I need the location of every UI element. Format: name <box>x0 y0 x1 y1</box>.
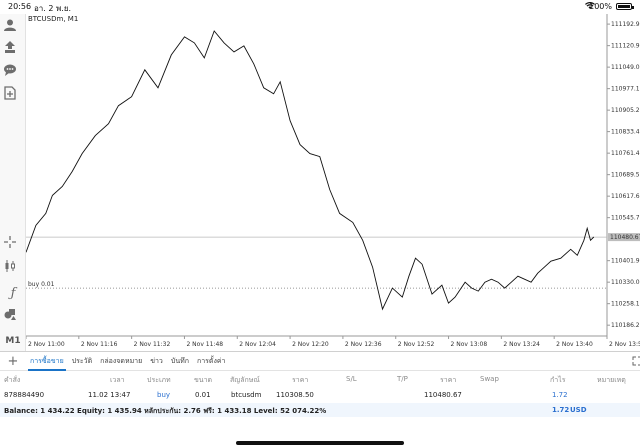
current-price-box <box>608 233 640 242</box>
trade-terminal: + การซื้อขาย ประวัติ กล่องจดหมาย ข่าว บั… <box>0 351 640 447</box>
timeframe-button[interactable]: M1 <box>5 336 21 346</box>
col-current-price: ราคา <box>440 376 457 384</box>
battery-percent: 100% <box>589 2 612 11</box>
y-tick-label-7: 110689.50 <box>611 172 640 179</box>
balance-summary: Balance: 1 434.22 Equity: 1 435.94 หลักป… <box>4 407 327 415</box>
x-tick-label-5: 2 Nov 12:20 <box>292 341 329 348</box>
candlestick-icon[interactable] <box>3 259 23 279</box>
status-right: 100% <box>585 2 634 11</box>
col-comment: หมายเหตุ <box>597 376 626 384</box>
x-tick-label-6: 2 Nov 12:36 <box>345 341 382 348</box>
tab-journal[interactable]: บันทึก <box>170 357 189 365</box>
y-tick-label-3: 110977.10 <box>611 86 640 93</box>
trade-icon[interactable] <box>3 40 23 60</box>
col-symbol: สัญลักษณ์ <box>230 376 260 384</box>
left-toolbar: ƒ M1 <box>0 14 26 351</box>
position-time: 11.02 13:47 <box>88 391 131 399</box>
x-tick-label-3: 2 Nov 11:48 <box>186 341 223 348</box>
objects-icon[interactable] <box>3 307 23 327</box>
col-swap: Swap <box>480 375 499 383</box>
position-volume: 0.01 <box>195 391 211 399</box>
profit-currency: USD <box>570 406 587 414</box>
x-tick-label-10: 2 Nov 13:40 <box>556 341 593 348</box>
col-tp: T/P <box>397 375 408 383</box>
battery-icon <box>616 3 634 10</box>
tab-settings[interactable]: การตั้งค่า <box>196 357 226 365</box>
col-profit: กำไร <box>550 376 566 384</box>
position-symbol: btcusdm <box>231 391 262 399</box>
chat-icon[interactable] <box>3 63 23 83</box>
y-tick-label-1: 111120.90 <box>611 43 640 50</box>
y-tick-label-0: 111192.90 <box>611 21 640 28</box>
crosshair-icon[interactable] <box>3 235 23 255</box>
tab-mailbox[interactable]: กล่องจดหมาย <box>100 357 143 365</box>
tab-trade[interactable]: การซื้อขาย <box>26 351 68 371</box>
positions-header: คำสั่ง เวลา ประเภท ขนาด สัญลักษณ์ ราคา S… <box>0 372 640 386</box>
y-tick-label-4: 110905.20 <box>611 107 640 114</box>
chart-symbol-label: BTCUSDm, M1 <box>28 15 79 23</box>
chart-canvas[interactable]: 111192.90 111120.90 111049.00 110977.10 1109… <box>26 14 640 351</box>
terminal-tabs: + การซื้อขาย ประวัติ กล่องจดหมาย ข่าว บั… <box>0 351 640 371</box>
x-tick-label-4: 2 Nov 12:04 <box>239 341 276 348</box>
y-tick-label-9: 110545.70 <box>611 215 640 222</box>
y-tick-label-6: 110761.40 <box>611 150 640 157</box>
position-order: 878884490 <box>4 391 45 399</box>
tab-history[interactable]: ประวัติ <box>71 357 93 365</box>
y-tick-label-5: 110833.40 <box>611 129 640 136</box>
indicators-icon[interactable]: ƒ <box>10 285 16 301</box>
col-open-price: ราคา <box>292 376 309 384</box>
status-time: 20:56 <box>8 2 32 11</box>
y-tick-label-11: 110330.00 <box>611 279 640 286</box>
current-price-label: 110480.67 <box>610 234 640 241</box>
col-sl: S/L <box>346 375 357 383</box>
status-bar: 20:56 อา. 2 พ.ย. 100% <box>0 0 640 14</box>
x-tick-label-11: 2 Nov 13:56 <box>609 341 640 348</box>
new-document-icon[interactable] <box>3 86 23 106</box>
total-profit: 1.72 <box>552 406 570 414</box>
position-row[interactable]: 878884490 11.02 13:47 buy 0.01 btcusdm 1… <box>0 388 640 404</box>
x-tick-label-8: 2 Nov 13:08 <box>451 341 488 348</box>
add-icon[interactable]: + <box>7 353 19 369</box>
x-tick-label-7: 2 Nov 12:52 <box>398 341 435 348</box>
price-series-line-0 <box>26 30 595 311</box>
y-tick-label-2: 111049.00 <box>611 64 640 71</box>
y-tick-label-10: 110401.90 <box>611 258 640 265</box>
y-tick-label-8: 110617.60 <box>611 193 640 200</box>
col-time: เวลา <box>110 376 125 384</box>
balance-row: Balance: 1 434.22 Equity: 1 435.94 หลักป… <box>0 403 640 417</box>
x-tick-label-2: 2 Nov 11:32 <box>134 341 171 348</box>
home-indicator <box>236 441 404 445</box>
tab-news[interactable]: ข่าว <box>150 357 163 365</box>
status-date: อา. 2 พ.ย. <box>34 4 72 13</box>
col-order: คำสั่ง <box>4 376 21 384</box>
x-tick-label-0: 2 Nov 11:00 <box>28 341 65 348</box>
position-type: buy <box>157 391 171 399</box>
position-open-price: 110308.50 <box>276 391 314 399</box>
account-icon[interactable] <box>3 18 23 38</box>
position-profit: 1.72 <box>552 391 568 399</box>
col-type: ประเภท <box>147 376 171 384</box>
x-tick-label-9: 2 Nov 13:24 <box>503 341 540 348</box>
y-tick-label-13: 110186.20 <box>611 322 640 329</box>
price-chart[interactable]: 111192.90 111120.90 111049.00 110977.10 1109… <box>26 14 640 351</box>
col-volume: ขนาด <box>194 376 213 384</box>
y-tick-label-12: 110258.10 <box>611 301 640 308</box>
x-tick-label-1: 2 Nov 11:16 <box>81 341 118 348</box>
order-line-label: buy 0.01 <box>28 281 55 288</box>
position-current-price: 110480.67 <box>424 391 462 399</box>
